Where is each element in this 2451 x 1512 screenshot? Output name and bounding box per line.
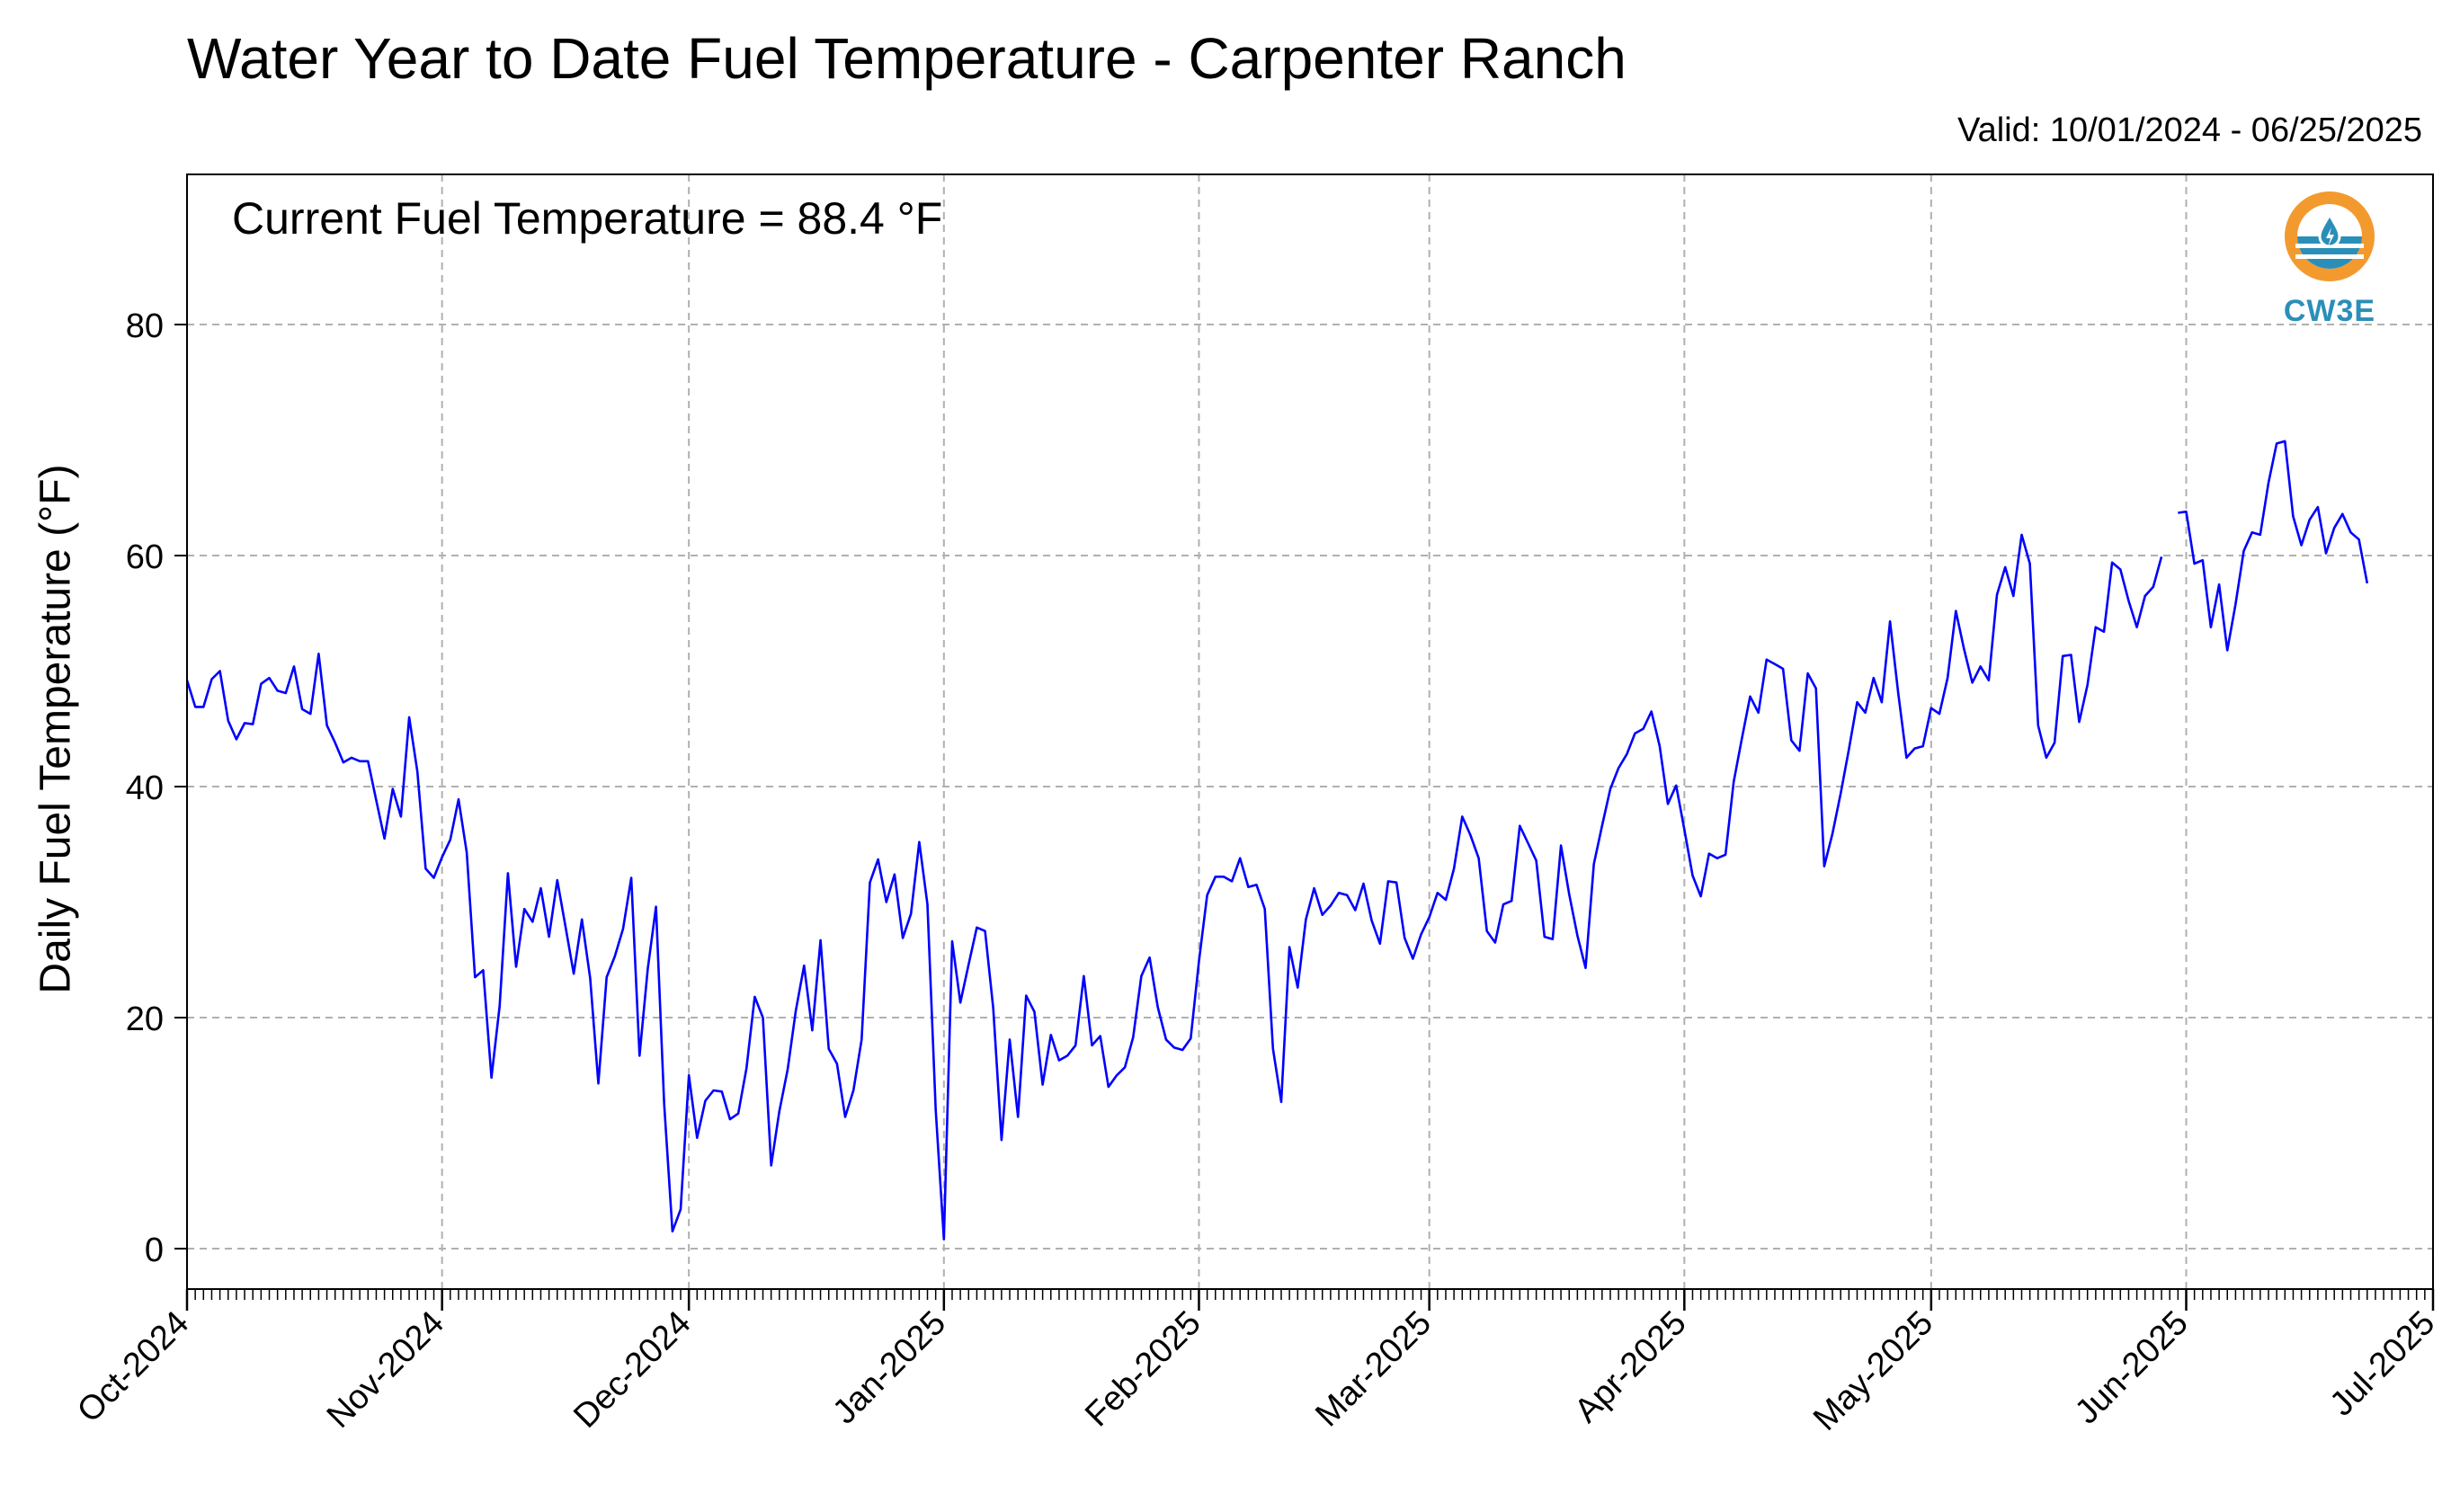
cw3e-logo: CW3E [2269, 184, 2390, 328]
fuel-temperature-line [185, 533, 2163, 1241]
x-tick-label: Mar-2025 [1308, 1304, 1439, 1435]
x-tick-label: Nov-2024 [320, 1304, 451, 1436]
axis-ticks [174, 324, 2435, 1311]
valid-date-range: Valid: 10/01/2024 - 06/25/2025 [1957, 111, 2422, 149]
x-tick-label: May-2025 [1806, 1304, 1940, 1438]
x-tick-label: Jan-2025 [825, 1304, 953, 1432]
tick-labels: 0 20 40 60 80 Oct-2024 Nov-2024 Dec-2024 Jan-202… [70, 307, 2442, 1438]
current-temperature-annotation: Current Fuel Temperature = 88.4 °F [232, 193, 943, 244]
y-tick-label: 20 [126, 1001, 164, 1038]
y-tick-label: 80 [126, 307, 164, 345]
chart-title: Water Year to Date Fuel Temperature - Ca… [187, 26, 1627, 91]
x-tick-label: Feb-2025 [1078, 1304, 1208, 1435]
fuel-temperature-line [2178, 440, 2369, 652]
plot-frame [186, 173, 2434, 1290]
x-tick-label: Apr-2025 [1567, 1304, 1693, 1430]
x-tick-label: Oct-2024 [70, 1304, 196, 1430]
cw3e-logo-text: CW3E [2283, 294, 2376, 328]
series-line [185, 440, 2369, 1241]
y-tick-label: 40 [126, 769, 164, 807]
y-tick-label: 60 [126, 538, 164, 576]
x-tick-label: Dec-2024 [566, 1304, 698, 1436]
x-tick-label: Jul-2025 [2323, 1304, 2443, 1424]
cw3e-logo-icon [2285, 191, 2375, 281]
grid-lines [187, 174, 2433, 1289]
y-tick-label: 0 [145, 1232, 164, 1269]
x-tick-label: Jun-2025 [2068, 1304, 2196, 1432]
